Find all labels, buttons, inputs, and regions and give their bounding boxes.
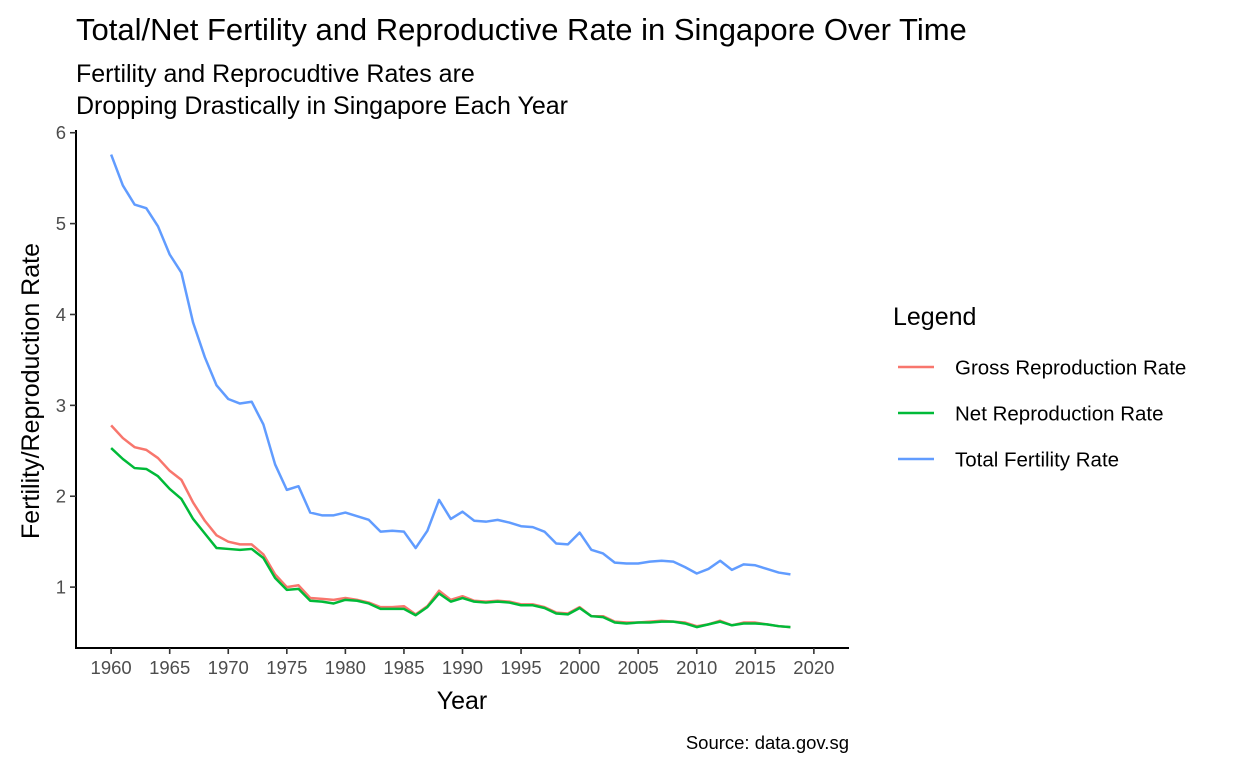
x-tick-label: 1965 xyxy=(149,657,190,678)
y-axis-ticks: 1 2 3 4 5 6 xyxy=(56,122,76,598)
chart-subtitle-line-1: Fertility and Reprocudtive Rates are xyxy=(76,60,475,88)
legend-label: Gross Reproduction Rate xyxy=(955,357,1186,380)
y-tick-label: 4 xyxy=(56,304,66,325)
plot-panel: 1 2 3 4 5 6 1960 1965 1970 1975 1980 1985 1990 1995 2… xyxy=(56,122,849,678)
x-tick-label: 2000 xyxy=(559,657,600,678)
x-axis-title: Year xyxy=(437,687,488,715)
x-tick-label: 1960 xyxy=(91,657,132,678)
x-tick-label: 1985 xyxy=(383,657,424,678)
series-line-net-reproduction-rate xyxy=(110,447,791,629)
x-tick-label: 2010 xyxy=(676,657,717,678)
x-axis-ticks: 1960 1965 1970 1975 1980 1985 1990 1995 2000 2005… xyxy=(91,648,834,678)
x-tick-label: 1975 xyxy=(266,657,307,678)
y-tick-label: 6 xyxy=(56,122,66,143)
chart-subtitle-line-2: Dropping Drastically in Singapore Each Y… xyxy=(76,92,568,120)
x-tick-label: 1970 xyxy=(208,657,249,678)
legend: Legend Gross Reproduction Rate Net Reprod… xyxy=(893,303,1186,472)
y-tick-label: 3 xyxy=(56,395,66,416)
x-tick-label: 2020 xyxy=(793,657,834,678)
legend-label: Net Reproduction Rate xyxy=(955,403,1164,426)
series-lines xyxy=(109,154,791,629)
chart-caption: Source: data.gov.sg xyxy=(686,732,849,753)
series-line-gross-reproduction-rate xyxy=(110,424,791,629)
x-tick-label: 1990 xyxy=(442,657,483,678)
y-tick-label: 1 xyxy=(56,577,66,598)
legend-title: Legend xyxy=(893,303,976,331)
x-tick-label: 2015 xyxy=(735,657,776,678)
legend-items: Gross Reproduction Rate Net Reproduction … xyxy=(898,357,1186,472)
legend-label: Total Fertility Rate xyxy=(955,449,1119,472)
chart-title: Total/Net Fertility and Reproductive Rat… xyxy=(76,12,967,47)
y-axis-title: Fertility/Reproduction Rate xyxy=(17,243,45,539)
x-tick-label: 1995 xyxy=(500,657,541,678)
series-line-total-fertility-rate xyxy=(109,154,791,576)
x-tick-label: 1980 xyxy=(325,657,366,678)
y-tick-label: 5 xyxy=(56,213,66,234)
y-tick-label: 2 xyxy=(56,486,66,507)
x-tick-label: 2005 xyxy=(618,657,659,678)
